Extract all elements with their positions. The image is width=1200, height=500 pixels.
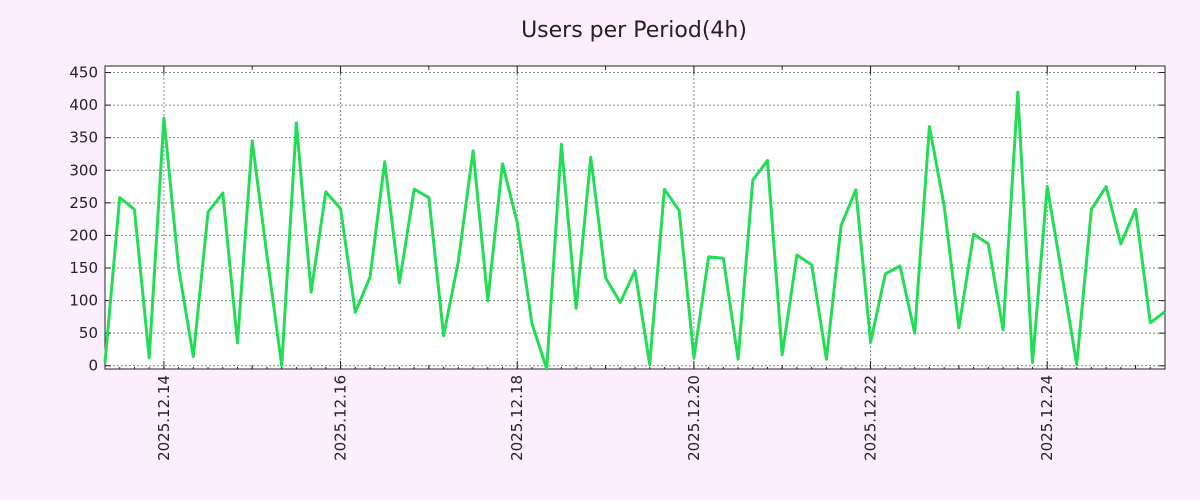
series-line	[103, 90, 1166, 371]
y-tick-label: 250	[69, 194, 98, 212]
plot-area	[104, 65, 1166, 370]
y-tick-label: 50	[79, 324, 98, 342]
y-tick-label: 350	[69, 129, 98, 147]
series-layer	[103, 90, 1166, 371]
y-tick-label: 450	[69, 64, 98, 82]
y-tick-label: 150	[69, 259, 98, 277]
x-tick-label: 2025.12.22	[862, 375, 880, 461]
x-tick-label: 2025.12.20	[685, 375, 703, 461]
y-tick-label: 0	[88, 357, 98, 375]
x-tick-label: 2025.12.14	[155, 375, 173, 461]
y-tick-label: 300	[69, 161, 98, 179]
chart-title: Users per Period(4h)	[521, 18, 747, 43]
x-tick-label: 2025.12.18	[508, 375, 526, 461]
grid-lines	[105, 66, 1165, 369]
x-tick-label: 2025.12.16	[332, 375, 350, 461]
y-tick-label: 200	[69, 226, 98, 244]
axes: 0 50 100 150 200 250 300 350 400 450 2025.12.14 202…	[69, 64, 1166, 461]
y-tick-label: 400	[69, 96, 98, 114]
x-tick-label: 2025.12.24	[1038, 375, 1056, 461]
y-tick-label: 100	[69, 292, 98, 310]
